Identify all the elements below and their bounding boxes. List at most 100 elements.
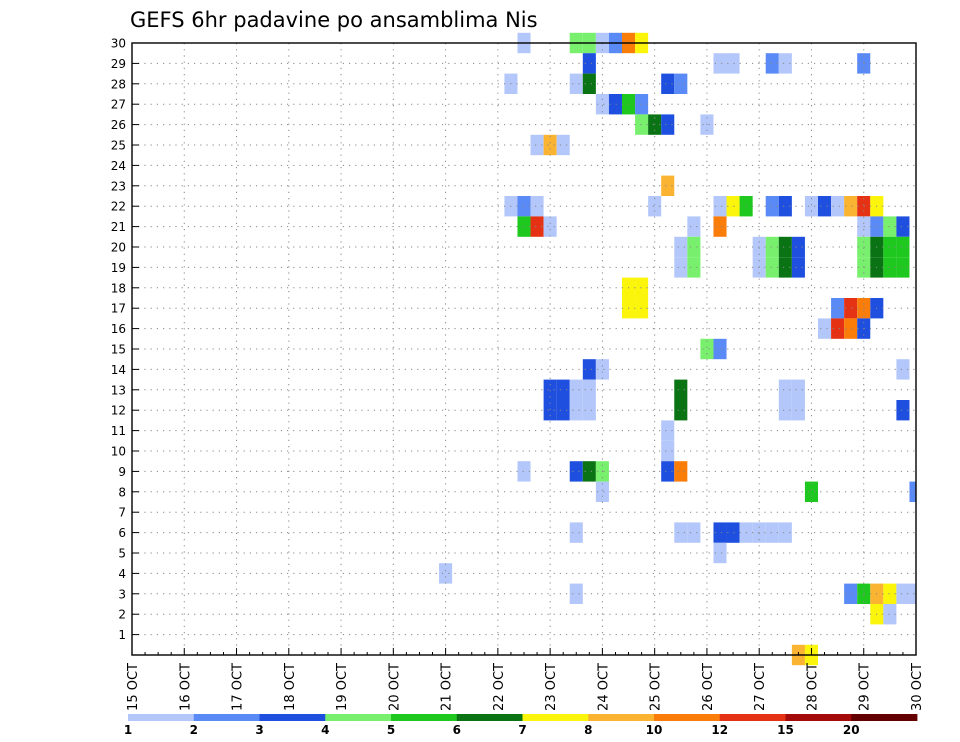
colorbar-label: 12 — [711, 723, 728, 737]
cell-m12-t51 — [791, 400, 805, 421]
cell-m22-t45 — [713, 196, 727, 217]
y-tick-label: 8 — [118, 485, 126, 499]
y-tick-label: 1 — [118, 628, 126, 642]
cell-m19-t58 — [883, 257, 897, 278]
cell-m21-t31 — [530, 216, 544, 237]
colorbar-swatch — [851, 714, 918, 721]
y-tick-label: 10 — [111, 445, 126, 459]
cell-m16-t55 — [844, 318, 858, 339]
x-axis: 15 OCT 16 OCT 17 OCT 18 OCT 19 OCT 20 OCT 21 O… — [126, 648, 925, 711]
cell-m19-t50 — [778, 257, 792, 278]
cell-m10-t41 — [661, 440, 675, 462]
colorbar-swatch — [522, 714, 589, 721]
cell-m20-t50 — [778, 236, 792, 258]
cell-m4-t24 — [439, 563, 453, 584]
cell-m19-t59 — [896, 257, 910, 278]
cell-m17-t39 — [635, 298, 649, 319]
y-tick-label: 2 — [118, 608, 126, 622]
colorbar-label: 15 — [777, 723, 794, 737]
cell-m22-t52 — [804, 196, 818, 217]
y-tick-label: 19 — [111, 261, 126, 275]
cell-m28-t35 — [582, 73, 596, 94]
cell-m11-t41 — [661, 420, 675, 441]
cell-m9-t35 — [582, 461, 596, 482]
cell-m21-t32 — [543, 216, 557, 237]
cell-m3-t34 — [569, 583, 583, 604]
cell-m22-t55 — [844, 196, 858, 217]
cell-m12-t50 — [778, 400, 792, 421]
cell-m16-t53 — [818, 318, 832, 339]
colorbar-label: 7 — [518, 723, 526, 737]
colorbar-swatch — [128, 714, 195, 721]
x-tick-label: 21 OCT — [440, 663, 455, 711]
cell-m22-t50 — [778, 196, 792, 217]
cell-m18-t39 — [635, 277, 649, 298]
x-tick-label: 25 OCT — [649, 663, 664, 711]
cell-m21-t58 — [883, 216, 897, 237]
cell-m22-t46 — [726, 196, 740, 217]
cell-m6-t50 — [778, 522, 792, 543]
y-tick-label: 6 — [118, 526, 126, 540]
y-tick-label: 25 — [111, 139, 126, 153]
grid-lines — [132, 42, 916, 655]
y-tick-label: 28 — [111, 77, 126, 91]
colorbar-label: 8 — [584, 723, 592, 737]
y-tick-label: 16 — [111, 322, 126, 336]
colorbar-swatch — [259, 714, 326, 721]
cell-m8-t52 — [804, 481, 818, 502]
y-tick-label: 30 — [111, 37, 126, 51]
cell-m21-t43 — [687, 216, 701, 237]
cell-m3-t59 — [896, 583, 910, 604]
colorbar-swatch — [654, 714, 721, 721]
cell-m6-t42 — [674, 522, 688, 543]
x-tick-label: 28 OCT — [805, 663, 820, 711]
cell-m3-t58 — [883, 583, 897, 604]
cell-m13-t33 — [556, 379, 570, 400]
colorbar-swatch — [719, 714, 786, 721]
cell-m22-t53 — [818, 196, 832, 217]
x-tick-label: 16 OCT — [178, 663, 193, 711]
cell-m20-t58 — [883, 236, 897, 258]
cell-m25-t32 — [543, 134, 557, 156]
cell-m12-t34 — [569, 400, 583, 421]
y-tick-label: 26 — [111, 118, 126, 132]
cell-m21-t30 — [517, 216, 531, 237]
cell-m14-t35 — [582, 359, 596, 380]
cell-m2-t58 — [883, 604, 897, 625]
cell-m19-t49 — [765, 257, 779, 278]
y-tick-label: 3 — [118, 587, 126, 601]
cell-m12-t35 — [582, 400, 596, 421]
x-tick-label: 26 OCT — [701, 663, 716, 711]
colorbar-swatch — [456, 714, 523, 721]
y-tick-label: 15 — [111, 343, 126, 357]
cell-m13-t50 — [778, 379, 792, 400]
chart-title: GEFS 6hr padavine po ansamblima Nis — [130, 8, 538, 32]
cell-m29-t46 — [726, 53, 740, 74]
colorbar-label: 10 — [646, 723, 663, 737]
x-tick-label: 23 OCT — [544, 663, 559, 711]
cell-m20-t49 — [765, 236, 779, 258]
cell-m15-t45 — [713, 338, 727, 360]
cell-m8-t60 — [909, 481, 916, 502]
y-tick-label: 20 — [111, 241, 126, 255]
cell-m27-t39 — [635, 94, 649, 115]
cell-m23-t41 — [661, 175, 675, 196]
x-tick-label: 22 OCT — [492, 663, 507, 711]
x-tick-label: 18 OCT — [283, 663, 298, 711]
cell-m28-t42 — [674, 73, 688, 94]
cell-m6-t46 — [726, 522, 740, 543]
colorbar: 1 2 3 4 5 6 7 8 10 12 15 20 — [124, 714, 918, 737]
cell-m29-t35 — [582, 53, 596, 74]
cell-m21-t45 — [713, 216, 727, 237]
colorbar-label: 3 — [255, 723, 263, 737]
y-tick-label: 22 — [111, 200, 126, 214]
cell-m20-t51 — [791, 236, 805, 258]
y-tick-label: 12 — [111, 404, 126, 418]
cell-m29-t49 — [765, 53, 779, 74]
cell-m6-t34 — [569, 522, 583, 543]
y-tick-label: 24 — [111, 159, 126, 173]
cell-m19-t42 — [674, 257, 688, 278]
cell-m27-t37 — [608, 94, 622, 115]
cell-m22-t30 — [517, 196, 531, 217]
cell-m15-t44 — [700, 338, 714, 360]
